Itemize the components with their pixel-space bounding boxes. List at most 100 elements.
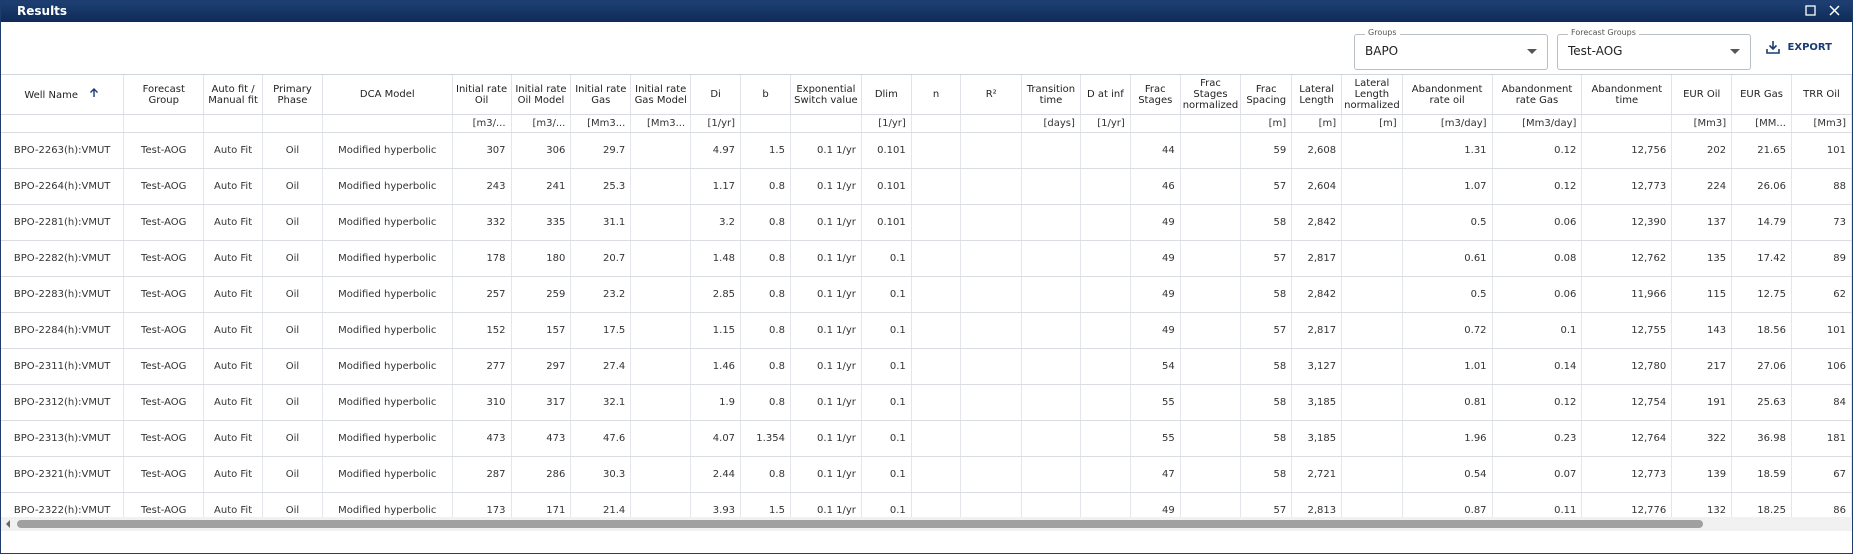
unit-cell xyxy=(790,114,862,133)
table-cell: BPO-2284(h):VMUT xyxy=(1,312,125,349)
unit-cell: [1/yr] xyxy=(861,114,912,133)
table-cell: 2,817 xyxy=(1291,312,1343,349)
table-cell: 286 xyxy=(511,456,572,493)
header-label: Lateral Length normalized xyxy=(1344,78,1400,111)
table-cell xyxy=(1021,132,1081,169)
column-header: Frac Stages xyxy=(1130,75,1181,115)
header-label: Abandonment time xyxy=(1591,83,1663,106)
data-row: BPO-2283(h):VMUT Test-AOG Auto Fit Oil Modif… xyxy=(1,276,1852,313)
header-label: DCA Model xyxy=(359,89,415,100)
table-cell: 297 xyxy=(511,348,572,385)
table-cell: 0.1 xyxy=(861,456,912,493)
table-cell: 335 xyxy=(511,204,572,241)
table-cell xyxy=(1341,420,1403,457)
column-header: Forecast Group xyxy=(123,75,205,115)
maximize-button[interactable] xyxy=(1805,5,1816,16)
table-cell xyxy=(1021,420,1081,457)
table-cell: Modified hyperbolic xyxy=(322,168,453,205)
table-cell: 47.6 xyxy=(570,420,632,457)
table-cell: 0.12 xyxy=(1492,384,1583,421)
table-cell xyxy=(630,456,692,493)
table-cell xyxy=(911,240,962,277)
export-button[interactable]: EXPORT xyxy=(1765,40,1832,54)
table-cell xyxy=(1021,456,1081,493)
table-cell xyxy=(1021,348,1081,385)
table-cell: Test-AOG xyxy=(123,348,205,385)
table-cell: 12,773 xyxy=(1581,456,1673,493)
column-header: R² xyxy=(960,75,1022,115)
column-header: Abandonment rate Gas xyxy=(1492,75,1583,115)
header-label: Transition time xyxy=(1026,83,1076,106)
column-header: b xyxy=(740,75,791,115)
table-cell: 2,817 xyxy=(1291,240,1343,277)
scroll-thumb[interactable] xyxy=(17,520,1703,528)
table-cell: 0.1 1/yr xyxy=(790,168,862,205)
header-label: n xyxy=(932,89,940,100)
table-cell: BPO-2263(h):VMUT xyxy=(1,132,125,169)
data-row: BPO-2311(h):VMUT Test-AOG Auto Fit Oil Modif… xyxy=(1,348,1852,385)
table-cell xyxy=(1180,168,1242,205)
table-cell: Auto Fit xyxy=(203,420,264,457)
table-cell: 89 xyxy=(1791,240,1852,277)
table-cell: 1.9 xyxy=(690,384,742,421)
table-cell: 0.5 xyxy=(1402,204,1493,241)
forecast-groups-select[interactable]: Forecast Groups Test-AOG xyxy=(1557,28,1751,70)
header-label: Frac Stages xyxy=(1138,83,1173,106)
unit-cell xyxy=(123,114,205,133)
table-cell xyxy=(1341,204,1403,241)
table-cell: 3,185 xyxy=(1291,384,1343,421)
column-header[interactable]: Well Name xyxy=(1,75,125,115)
table-cell: 55 xyxy=(1130,420,1181,457)
table-cell: 31.1 xyxy=(570,204,632,241)
unit-cell: [m] xyxy=(1341,114,1403,133)
table-cell xyxy=(911,456,962,493)
table-cell: BPO-2312(h):VMUT xyxy=(1,384,125,421)
data-row: BPO-2281(h):VMUT Test-AOG Auto Fit Oil Modif… xyxy=(1,204,1852,241)
column-header: Transition time xyxy=(1021,75,1081,115)
sort-icon[interactable] xyxy=(88,88,100,98)
unit-cell: [m3/... xyxy=(511,114,572,133)
table-cell: Test-AOG xyxy=(123,456,205,493)
column-header: Auto fit / Manual fit xyxy=(203,75,264,115)
table-cell: 0.1 1/yr xyxy=(790,348,862,385)
table-cell: 0.5 xyxy=(1402,276,1493,313)
table-cell: 180 xyxy=(511,240,572,277)
unit-cell: [Mm3... xyxy=(630,114,692,133)
table-cell xyxy=(1180,240,1242,277)
horizontal-scrollbar[interactable] xyxy=(1,517,1852,531)
table-cell xyxy=(1180,384,1242,421)
table-cell: Oil xyxy=(262,456,323,493)
table-cell: 257 xyxy=(452,276,512,313)
table-cell: 178 xyxy=(452,240,512,277)
table-cell: 3,185 xyxy=(1291,420,1343,457)
table-cell xyxy=(1341,348,1403,385)
scroll-left[interactable] xyxy=(4,517,12,531)
table-cell: Test-AOG xyxy=(123,168,205,205)
data-row: BPO-2264(h):VMUT Test-AOG Auto Fit Oil Modif… xyxy=(1,168,1852,205)
table-cell xyxy=(911,276,962,313)
table-cell: 0.8 xyxy=(740,204,791,241)
groups-select[interactable]: Groups BAPO xyxy=(1354,28,1548,70)
window-controls[interactable] xyxy=(1804,4,1844,18)
table-cell: Modified hyperbolic xyxy=(322,132,453,169)
header-label: Well Name xyxy=(24,90,79,101)
close-button[interactable] xyxy=(1829,5,1840,16)
table-cell: Test-AOG xyxy=(123,276,205,313)
table-cell: Test-AOG xyxy=(123,204,205,241)
table-cell: Auto Fit xyxy=(203,132,264,169)
results-table: Well Name Forecast Group Auto fit / Manual… xyxy=(1,75,1852,529)
header-label: R² xyxy=(985,89,997,100)
units-row: [m3/... [m3/... [Mm3... [Mm3... [1/yr] [1/yr]… xyxy=(1,114,1852,133)
table-cell: 181 xyxy=(1791,420,1852,457)
table-cell: 0.72 xyxy=(1402,312,1493,349)
table-cell: 58 xyxy=(1240,420,1293,457)
column-header: Primary Phase xyxy=(262,75,323,115)
header-label: EUR Oil xyxy=(1683,89,1721,100)
table-cell: Auto Fit xyxy=(203,204,264,241)
header-label: Initial rate Oil xyxy=(456,83,508,106)
table-cell: 0.8 xyxy=(740,348,791,385)
unit-cell: [m3/day] xyxy=(1402,114,1493,133)
column-header: EUR Oil xyxy=(1671,75,1733,115)
table-cell xyxy=(630,348,692,385)
